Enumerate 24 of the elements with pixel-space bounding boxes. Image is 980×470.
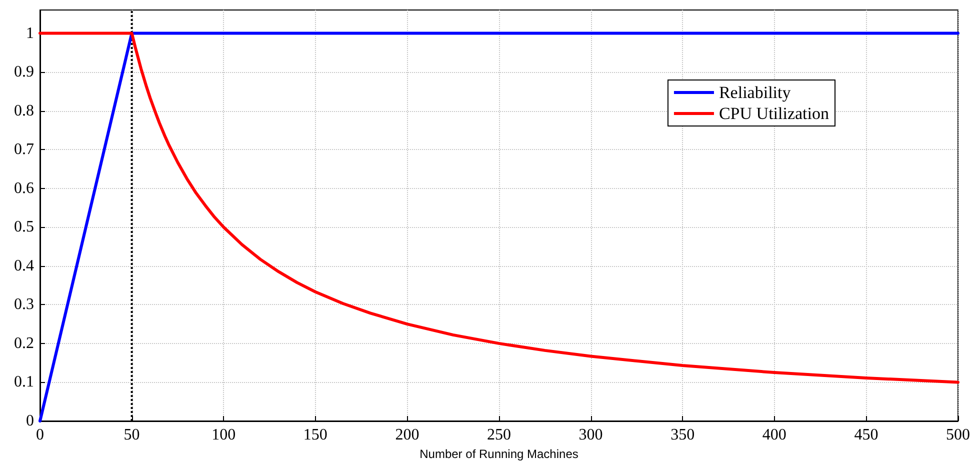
x-tick-label: 350 (670, 426, 695, 444)
x-tick-label: 250 (487, 426, 511, 444)
x-tick-label: 450 (854, 426, 878, 444)
x-tick-label: 100 (212, 426, 236, 444)
x-axis-title: Number of Running Machines (420, 446, 578, 461)
y-tick-label: 0.6 (14, 180, 34, 197)
y-tick-label: 0.5 (14, 218, 34, 236)
y-tick-label: 0.7 (14, 141, 34, 158)
x-tick-label: 300 (578, 426, 603, 444)
legend-label: Reliability (718, 83, 792, 102)
y-tick-label: 0.9 (14, 64, 34, 81)
x-tick-label: 200 (395, 426, 420, 444)
x-tick-label: 150 (303, 426, 328, 444)
y-tick-label: 0.3 (14, 296, 34, 314)
y-tick-label: 0.8 (14, 102, 34, 120)
y-tick-label: 0.2 (14, 334, 34, 352)
x-tick-label: 50 (124, 426, 140, 444)
x-tick-label: 500 (946, 426, 970, 444)
y-tick-label: 0.1 (14, 374, 34, 391)
y-tick-label: 0.4 (14, 257, 34, 274)
x-tick-label: 400 (762, 426, 786, 444)
legend-label: CPU Utilization (718, 104, 830, 123)
y-tick-label: 0 (26, 412, 34, 430)
y-tick-label: 1 (26, 24, 34, 42)
